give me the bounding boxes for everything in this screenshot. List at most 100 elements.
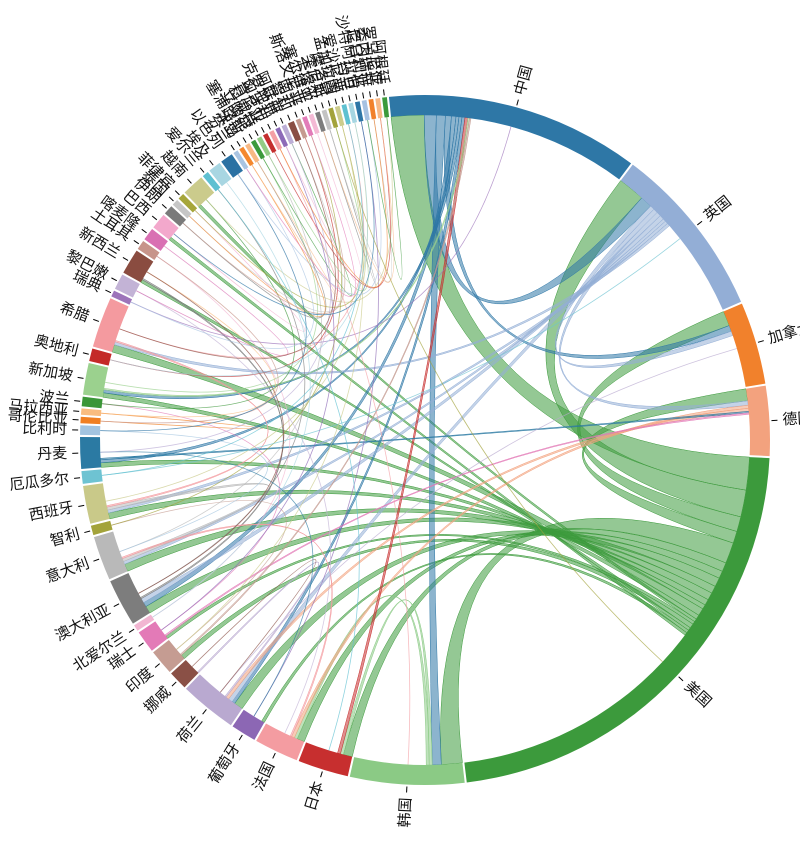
arc-喀麦隆: [144, 228, 168, 251]
arc-突尼斯: [321, 109, 332, 130]
thread-荷兰: [219, 348, 737, 693]
thread-芬兰: [130, 168, 315, 349]
label-tick: [697, 220, 703, 226]
ribbon-美国-德国: [582, 388, 748, 544]
group-label: 加拿大: [757, 317, 800, 347]
label-tick: [320, 771, 323, 778]
arc-丹麦: [79, 436, 102, 470]
label-tick: [93, 558, 100, 562]
label-tick: [154, 663, 161, 668]
label-tick: [678, 676, 684, 682]
arc-南非: [295, 118, 308, 139]
group-label: 新加坡: [27, 359, 84, 385]
arc-智利: [287, 120, 302, 142]
thread-印度: [111, 500, 287, 650]
arc-塞尔维亚: [308, 113, 320, 135]
arc-菲律宾: [178, 193, 198, 213]
label-tick: [307, 106, 311, 113]
group-label-text: 西班牙: [27, 498, 75, 524]
ribbon-英国-西班牙: [107, 220, 668, 514]
arc-澳大利亚: [110, 573, 150, 624]
thread-阿联酋: [100, 143, 332, 453]
ribbon-美国-新西兰: [140, 279, 691, 631]
ribbon-英国-加拿大: [555, 205, 734, 369]
arc-葡萄牙: [232, 709, 265, 740]
label-tick: [122, 256, 129, 261]
label-tick: [78, 504, 85, 507]
thread-约旦: [109, 122, 368, 377]
group-label: 葡萄牙: [205, 734, 244, 787]
arc-匈牙利: [269, 130, 283, 151]
thread-爱沙尼亚: [101, 124, 364, 476]
group-label: 马拉西亚: [8, 396, 80, 419]
group-label-text: 阿根廷: [369, 39, 392, 86]
arc-荷兰: [185, 674, 243, 726]
arc-希腊: [92, 298, 129, 352]
arc-约旦: [348, 102, 358, 124]
arc-奥地利: [89, 348, 112, 366]
arc-阿联酋: [281, 124, 294, 145]
label-tick: [199, 167, 205, 173]
label-tick: [151, 215, 158, 221]
group-label-text: 哥伦比亚: [7, 406, 68, 427]
arc-德国: [745, 385, 771, 457]
label-tick: [209, 160, 214, 166]
group-label: 阿根廷: [369, 39, 392, 96]
label-tick: [254, 130, 259, 137]
thread-尼日利亚: [237, 120, 382, 296]
label-tick: [138, 642, 144, 647]
label-tick: [93, 318, 100, 322]
group-label-text: 加拿大: [766, 317, 800, 347]
label-tick: [238, 734, 243, 741]
label-tick: [301, 109, 305, 116]
group-label-text: 波兰: [38, 387, 70, 408]
thread-越南: [205, 117, 393, 303]
label-tick: [133, 240, 140, 245]
label-tick: [202, 709, 207, 715]
arc-哥伦比亚: [80, 416, 101, 425]
group-label: 波兰: [38, 387, 81, 408]
thread-立陶宛: [262, 143, 353, 296]
label-tick: [82, 352, 89, 355]
arc-加拿大: [723, 303, 766, 387]
group-label: 韩国: [395, 786, 415, 828]
group-label: 中国: [511, 63, 536, 106]
thread-挪威: [191, 559, 317, 693]
group-label-text: 比利时: [22, 419, 68, 438]
label-tick: [128, 628, 135, 633]
label-tick: [74, 400, 81, 402]
group-label-text: 葡萄牙: [205, 739, 244, 787]
arc-瑞典: [111, 290, 133, 305]
label-tick: [84, 530, 91, 534]
thread-伊朗: [182, 161, 327, 319]
group-label-text: 中国: [511, 63, 536, 97]
thread-泰国: [189, 140, 344, 313]
arc-中国: [388, 94, 632, 180]
label-tick: [376, 90, 378, 97]
arc-罗马尼亚: [375, 97, 383, 119]
ribbon-美国-加拿大: [577, 311, 742, 532]
thread-罗马尼亚: [323, 118, 395, 283]
arc-日本: [298, 742, 353, 777]
group-label-text: 日本: [301, 779, 327, 813]
group-label-text: 英国: [700, 192, 735, 225]
thread-马拉西亚: [101, 271, 276, 418]
label-tick: [111, 277, 117, 282]
label-tick: [287, 114, 291, 121]
label-tick: [77, 376, 84, 379]
label-tick: [757, 340, 764, 343]
group-label-text: 意大利: [43, 554, 91, 586]
arc-摩洛哥: [328, 107, 339, 129]
thread-爱尔兰: [217, 189, 360, 751]
arc-委内瑞拉: [368, 98, 377, 120]
thread-冰岛: [189, 164, 326, 317]
thread-肯尼亚: [274, 118, 391, 289]
thread-黎巴嫩: [136, 290, 332, 734]
label-tick: [141, 228, 147, 234]
arc-英国: [620, 164, 742, 310]
group-label: 挪威: [140, 681, 177, 717]
ribbon-中国-荷兰: [231, 116, 466, 704]
label-tick: [168, 196, 174, 202]
arc-爱沙尼亚: [341, 104, 351, 125]
thread-匈牙利: [279, 148, 411, 765]
